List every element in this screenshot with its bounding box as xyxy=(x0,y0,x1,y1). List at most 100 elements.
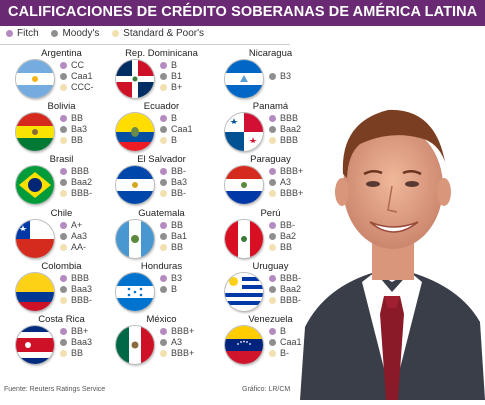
sp-dot-icon xyxy=(269,350,276,358)
rating-line: BBB- xyxy=(269,295,301,306)
flag-icon xyxy=(116,273,154,311)
legend-label-moodys: Moody's xyxy=(62,28,100,39)
portrait-photo xyxy=(300,82,485,400)
legend-label-fitch: Fitch xyxy=(17,28,39,39)
rating-value: AA- xyxy=(71,242,87,252)
rating-value: B xyxy=(171,60,178,70)
country-card: Colombia BBB Baa3 BBB- xyxy=(14,261,109,319)
rating-line: BBB xyxy=(60,166,92,177)
flag-icon xyxy=(225,220,263,258)
flag-icon xyxy=(225,166,263,204)
moodys-dot-icon xyxy=(160,286,167,294)
rating-line: BBB+ xyxy=(160,348,194,359)
rating-line: BB- xyxy=(269,220,296,231)
country-name: Rep. Dominicana xyxy=(125,48,198,59)
fitch-dot-icon xyxy=(269,168,276,176)
rating-value: B- xyxy=(280,348,289,358)
flag-icon xyxy=(16,326,54,364)
moodys-dot-icon xyxy=(160,126,167,134)
flag-icon xyxy=(116,60,154,98)
rating-value: BB- xyxy=(171,188,187,198)
rating-value: Caa1 xyxy=(171,124,193,134)
ratings-list: BB+ Baa3 BB xyxy=(60,326,92,359)
ratings-list: BBB Baa3 BBB- xyxy=(60,273,92,306)
sp-dot-icon xyxy=(60,297,67,305)
fitch-dot-icon xyxy=(269,275,276,283)
title-bar: CALIFICACIONES DE CRÉDITO SOBERANAS DE A… xyxy=(0,0,485,26)
country-card: Guatemala BB Ba1 BB xyxy=(114,208,209,266)
country-name: Argentina xyxy=(41,48,82,59)
rating-value: Baa3 xyxy=(71,337,93,347)
ratings-list: BB- Ba2 BB xyxy=(269,220,296,253)
fitch-dot-icon xyxy=(160,62,167,70)
moodys-dot-icon xyxy=(60,286,67,294)
sp-dot-icon xyxy=(160,190,167,198)
rating-value: BB- xyxy=(171,166,187,176)
rating-line: BB xyxy=(160,242,187,253)
rating-value: BB xyxy=(171,242,184,252)
fitch-dot-icon xyxy=(160,115,167,123)
sp-dot-icon xyxy=(160,84,167,92)
rating-line: CCC- xyxy=(60,82,94,93)
legend: Fitch Moody's Standard & Poor's xyxy=(6,28,214,44)
graphic-credit: Gráfico: LR/CM xyxy=(242,386,291,393)
moodys-dot-icon xyxy=(269,286,276,294)
rating-value: BBB xyxy=(280,113,299,123)
fitch-dot-icon xyxy=(160,275,167,283)
rating-line: A3 xyxy=(160,337,194,348)
rating-value: CC xyxy=(71,60,84,70)
ratings-list: B Caa1 B- xyxy=(269,326,302,359)
source-note: Fuente: Reuters Ratings Service xyxy=(4,386,106,393)
ratings-list: BBB Baa2 BBB xyxy=(269,113,301,146)
sp-dot-icon xyxy=(269,190,276,198)
flag-icon xyxy=(225,326,263,364)
rating-line: BBB- xyxy=(60,188,92,199)
rating-line: B+ xyxy=(160,82,182,93)
rating-value: BB+ xyxy=(71,326,89,336)
fitch-dot-icon xyxy=(60,62,67,70)
moodys-dot-icon xyxy=(160,179,167,187)
rating-line: BB- xyxy=(160,166,187,177)
country-card: México BBB+ A3 BBB+ xyxy=(114,314,209,372)
fitch-dot-icon xyxy=(60,328,67,336)
country-name: Colombia xyxy=(41,261,82,272)
fitch-dot-icon xyxy=(60,115,67,123)
rating-line: B1 xyxy=(160,71,182,82)
rating-line: BBB xyxy=(269,113,301,124)
rating-line: A3 xyxy=(269,177,303,188)
rating-line: B xyxy=(269,326,302,337)
sp-dot-icon xyxy=(60,244,67,252)
fitch-dot-icon xyxy=(60,168,67,176)
page-title: CALIFICACIONES DE CRÉDITO SOBERANAS DE A… xyxy=(8,4,478,20)
country-card: Panamá BBB Baa2 BBB xyxy=(223,101,318,159)
rating-value: BBB+ xyxy=(280,166,304,176)
rating-line: Ba2 xyxy=(269,231,296,242)
fitch-dot-icon xyxy=(269,222,276,230)
rating-value: Ba1 xyxy=(171,231,188,241)
rating-value: B+ xyxy=(171,82,183,92)
ratings-list: CC Caa1 CCC- xyxy=(60,60,94,93)
flag-icon xyxy=(16,60,54,98)
rating-value: A+ xyxy=(71,220,83,230)
ratings-list: B3 xyxy=(269,60,291,93)
rating-value: Caa1 xyxy=(280,337,302,347)
country-card: Nicaragua B3 xyxy=(223,48,318,106)
country-name: Honduras xyxy=(140,261,183,272)
divider xyxy=(0,44,290,45)
legend-label-sp: Standard & Poor's xyxy=(123,28,205,39)
rating-line: CC xyxy=(60,60,94,71)
moodys-dot-icon xyxy=(269,179,276,187)
rating-line: Ba3 xyxy=(160,177,187,188)
ratings-list: BBB- Baa2 BBB- xyxy=(269,273,301,306)
rating-value: B xyxy=(171,284,178,294)
moodys-dot-icon xyxy=(60,73,67,81)
rating-line: Baa3 xyxy=(60,284,92,295)
rating-line xyxy=(269,60,291,71)
rating-line: BBB- xyxy=(60,295,92,306)
country-name: Paraguay xyxy=(250,154,291,165)
rating-value: BB xyxy=(71,113,84,123)
rating-value: BBB- xyxy=(71,188,93,198)
moodys-dot-icon xyxy=(269,126,276,134)
country-name: El Salvador xyxy=(137,154,186,165)
rating-line: BBB xyxy=(269,135,301,146)
